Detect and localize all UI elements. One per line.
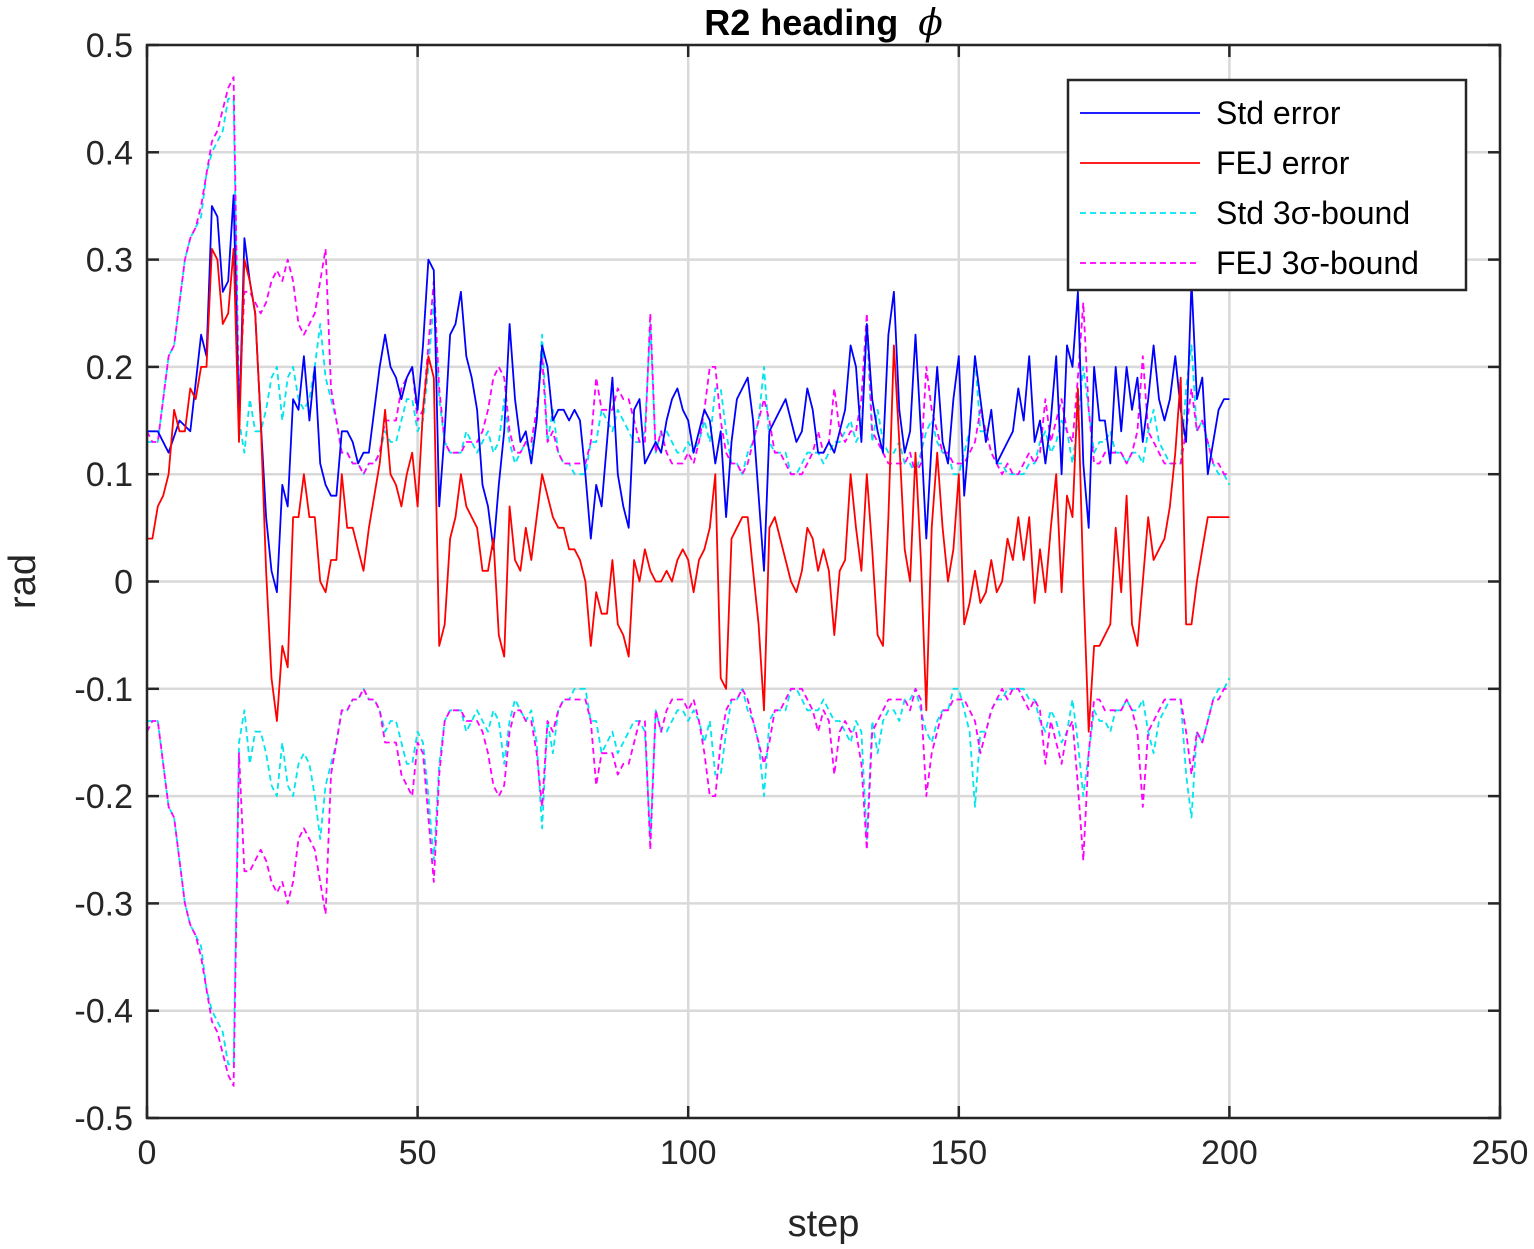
y-tick-label: 0.5 bbox=[86, 27, 133, 65]
legend-label: Std error bbox=[1216, 95, 1341, 131]
x-tick-label: 50 bbox=[399, 1134, 437, 1172]
series-line-1 bbox=[147, 247, 1230, 733]
x-tick-label: 200 bbox=[1201, 1134, 1258, 1172]
series-line-2 bbox=[147, 97, 1231, 486]
tick-labels: 0 50 100 150 200 250 -0.5 -0.4 -0.3 -0.2 -0.1 0 0.1 0… bbox=[74, 27, 1528, 1172]
x-tick-label: 100 bbox=[660, 1134, 717, 1172]
chart-title-symbol: ϕ bbox=[918, 3, 943, 44]
y-tick-label: -0.2 bbox=[74, 778, 133, 816]
chart-title: R2 heading ϕ bbox=[704, 2, 943, 44]
y-tick-label: 0.1 bbox=[86, 456, 133, 494]
legend-label: Std 3σ-bound bbox=[1216, 195, 1410, 231]
y-tick-label: 0.2 bbox=[86, 349, 133, 387]
legend-label: FEJ error bbox=[1216, 145, 1350, 181]
series-group bbox=[146, 76, 1231, 1087]
x-tick-label: 0 bbox=[138, 1134, 157, 1172]
y-axis-label: rad bbox=[2, 554, 44, 609]
y-tick-label: 0.4 bbox=[86, 134, 133, 172]
series-line-2-lower bbox=[147, 677, 1231, 1066]
y-tick-label: 0.3 bbox=[86, 242, 133, 280]
x-axis-label: step bbox=[788, 1203, 860, 1245]
chart-title-text: R2 heading bbox=[704, 2, 898, 43]
y-tick-label: -0.3 bbox=[74, 885, 133, 923]
x-tick-label: 150 bbox=[930, 1134, 987, 1172]
series-line-3-lower bbox=[146, 687, 1230, 1087]
legend-box bbox=[1066, 78, 1468, 292]
x-tick-label: 250 bbox=[1472, 1134, 1529, 1172]
y-tick-label: -0.1 bbox=[74, 671, 133, 709]
y-tick-label: 0 bbox=[114, 564, 133, 602]
series-line-0 bbox=[147, 194, 1230, 594]
y-tick-label: -0.5 bbox=[74, 1100, 133, 1138]
y-tick-label: -0.4 bbox=[74, 993, 133, 1031]
tick-marks bbox=[145, 43, 1502, 1120]
legend: Std error FEJ error Std 3σ-bound FEJ 3σ-bou… bbox=[1066, 78, 1468, 292]
legend-label: FEJ 3σ-bound bbox=[1216, 245, 1419, 281]
